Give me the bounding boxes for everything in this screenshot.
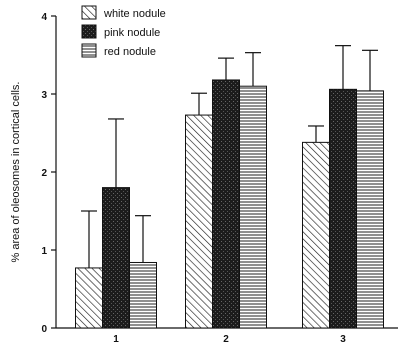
legend-label: white nodule bbox=[103, 8, 166, 20]
legend-swatch-white-nodule bbox=[81, 5, 97, 20]
y-tick-label: 2 bbox=[41, 168, 47, 179]
bar-pink-nodule-3 bbox=[329, 88, 357, 329]
y-tick-label: 1 bbox=[41, 246, 47, 257]
bar-red-nodule-2 bbox=[239, 85, 267, 329]
y-ticks: 0 1 2 3 4 bbox=[41, 12, 56, 335]
bar-red-nodule-1 bbox=[129, 261, 157, 329]
legend-label: pink nodule bbox=[104, 27, 160, 39]
bar-white-nodule-3 bbox=[302, 141, 330, 329]
x-ticks: 1 2 3 bbox=[113, 334, 346, 344]
bar-white-nodule-2 bbox=[185, 114, 213, 329]
x-tick-label: 2 bbox=[223, 334, 229, 344]
bar-pink-nodule-2 bbox=[212, 79, 240, 329]
bar-pink-nodule-1 bbox=[102, 187, 130, 329]
legend-label: red nodule bbox=[104, 46, 156, 58]
y-axis-title: % area of oleosomes in cortical cells. bbox=[10, 82, 22, 263]
y-tick-label: 4 bbox=[41, 12, 47, 23]
legend: white nodule pink nodule red nodule bbox=[81, 5, 166, 58]
error-bars bbox=[81, 45, 378, 268]
bars bbox=[75, 79, 384, 329]
y-tick-label: 3 bbox=[41, 90, 47, 101]
bar-white-nodule-1 bbox=[75, 267, 103, 329]
x-tick-label: 3 bbox=[340, 334, 346, 344]
legend-swatch-red-nodule bbox=[81, 43, 97, 58]
bar-red-nodule-3 bbox=[356, 90, 384, 329]
legend-swatch-pink-nodule bbox=[81, 24, 97, 39]
x-tick-label: 1 bbox=[113, 334, 119, 344]
y-tick-label: 0 bbox=[41, 324, 47, 335]
